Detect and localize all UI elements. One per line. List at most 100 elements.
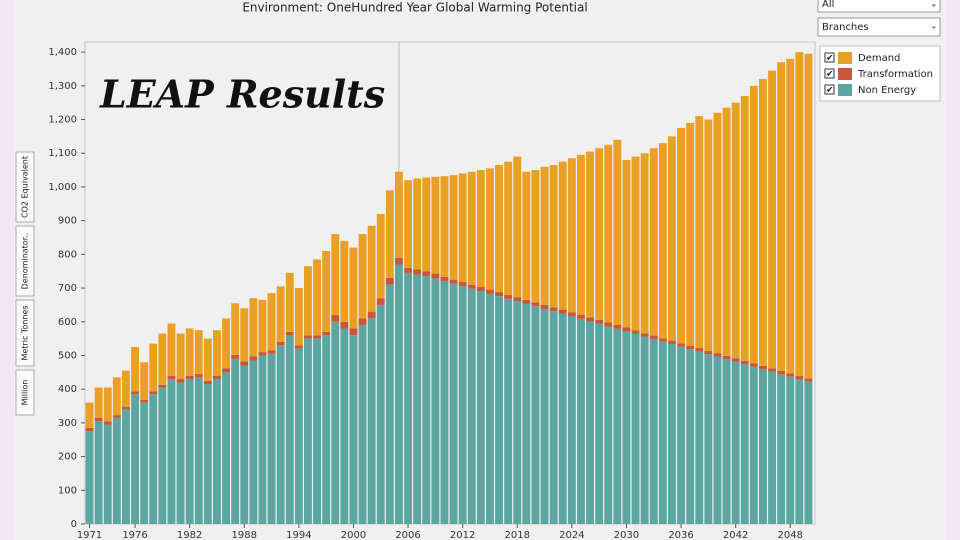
bar-segment — [213, 379, 221, 524]
bar-segment — [658, 338, 667, 342]
bar-segment — [385, 190, 394, 278]
bar-segment — [476, 287, 485, 292]
bar-segment — [595, 319, 604, 324]
legend-checkbox[interactable] — [824, 84, 835, 95]
axes: 0 100 200 300 400 500 600 700 800 900 1,000 1,100 1,… — [48, 47, 803, 540]
bar-segment — [695, 351, 704, 524]
bar-segment — [795, 379, 804, 524]
bar-segment — [222, 372, 230, 524]
bar-segment — [240, 308, 249, 362]
bar-segment — [449, 279, 458, 284]
x-tick-label: 2042 — [723, 530, 748, 540]
bar-segment — [213, 375, 221, 380]
side-tab-label: Million — [21, 380, 30, 406]
legend-label: Transformation — [857, 69, 933, 80]
bar-segment — [376, 304, 385, 524]
side-tab[interactable] — [15, 151, 35, 223]
bar-segment — [440, 276, 449, 281]
dropdown[interactable] — [817, 0, 941, 13]
bar-segment — [267, 293, 276, 351]
bar-segment — [176, 379, 185, 383]
bar-segment — [668, 344, 676, 524]
bar-segment — [786, 58, 795, 374]
y-tick-label: 1,000 — [48, 182, 77, 193]
bar-segment — [786, 373, 795, 377]
bar-segment — [604, 326, 613, 524]
bar-segment — [376, 298, 385, 305]
x-tick-label: 1976 — [122, 530, 147, 540]
bar-segment — [677, 343, 685, 347]
y-tick-label: 100 — [58, 485, 77, 496]
bar-segment — [331, 234, 340, 316]
bar-segment — [522, 303, 531, 524]
bar-segment — [631, 333, 640, 524]
bar-segment — [449, 283, 458, 524]
side-tab[interactable] — [15, 225, 35, 297]
bar-segment — [176, 333, 185, 380]
bar-segment — [267, 350, 276, 354]
bar-segment — [313, 259, 321, 336]
bar-segment — [668, 136, 676, 341]
legend-checkbox[interactable] — [824, 68, 835, 79]
legend-check: ✔ — [826, 54, 834, 64]
bar-segment — [604, 322, 613, 327]
bar-segment — [458, 281, 467, 287]
bar-segment — [367, 318, 376, 524]
bar-segment — [486, 293, 494, 524]
bar-segment — [486, 168, 494, 290]
overlay-title: LEAP Results — [99, 72, 385, 117]
legend-items: ✔ Demand ✔ Transformation ✔ Non Energy — [824, 52, 933, 96]
bar-segment — [258, 355, 267, 524]
bar-segment — [176, 382, 185, 524]
bar-segment — [495, 292, 503, 297]
bar-segment — [622, 159, 631, 328]
bar-segment — [94, 421, 103, 524]
legend-checkbox[interactable] — [824, 52, 835, 63]
x-tick-label: 1988 — [232, 530, 257, 540]
bar-segment — [549, 307, 558, 312]
bar-segment — [804, 53, 813, 379]
bar-segment — [513, 156, 522, 298]
bar-segment — [640, 336, 649, 524]
x-tick-label: 2018 — [505, 530, 530, 540]
bar-segment — [704, 354, 713, 524]
bar-segment — [540, 304, 549, 309]
bar-segment — [122, 370, 130, 407]
bar-segment — [731, 361, 740, 524]
bar-segment — [449, 175, 458, 280]
bar-segment — [495, 296, 503, 524]
bar-segment — [631, 156, 640, 331]
bar-segment — [731, 358, 740, 362]
side-tab[interactable] — [15, 369, 35, 416]
bar-segment — [158, 333, 167, 385]
dropdown-arrow: ⌄ — [930, 0, 938, 10]
bar-segment — [304, 338, 312, 524]
bar-segment — [94, 417, 103, 422]
x-tick-label: 2036 — [668, 530, 693, 540]
dropdown[interactable] — [817, 17, 941, 37]
y-tick-label: 1,100 — [48, 148, 77, 159]
bar-segment — [531, 170, 540, 303]
bar-segment — [476, 291, 485, 524]
bar-segment — [358, 234, 367, 319]
x-tick-label: 2000 — [341, 530, 366, 540]
bar-segment — [777, 374, 786, 524]
bar-segment — [467, 284, 476, 289]
bar-segment — [740, 364, 749, 524]
bar-segment — [586, 151, 594, 318]
bar-segment — [313, 338, 321, 524]
bar-segment — [440, 176, 449, 277]
bar-segment — [795, 376, 804, 380]
bar-segment — [85, 402, 94, 428]
side-tab[interactable] — [15, 299, 35, 367]
bar-segment — [276, 286, 285, 342]
bar-segment — [149, 343, 158, 392]
bar-segment — [103, 421, 112, 425]
bar-segment — [586, 317, 594, 322]
bar-segment — [140, 402, 149, 524]
bar-segment — [422, 271, 431, 277]
bar-segment — [613, 328, 622, 524]
bar-segment — [749, 85, 758, 364]
bar-segment — [713, 353, 722, 357]
bar-segment — [185, 375, 194, 380]
